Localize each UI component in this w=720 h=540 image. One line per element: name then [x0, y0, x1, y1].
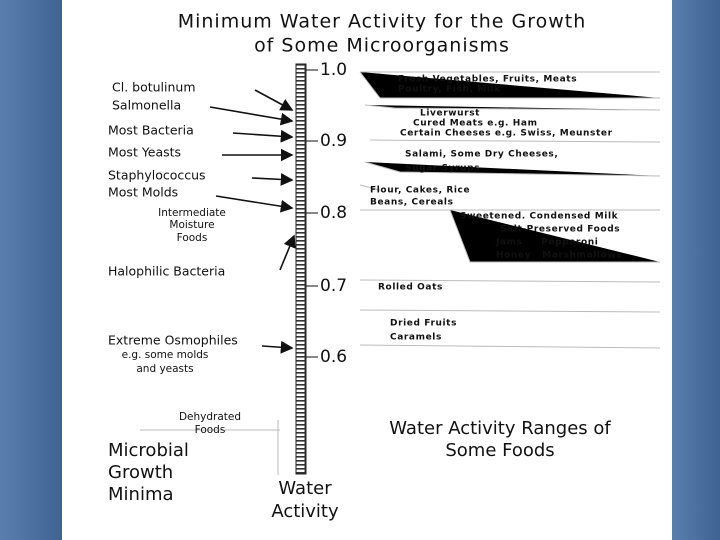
content-area	[62, 0, 672, 540]
background-right	[672, 0, 720, 540]
arrow	[209, 106, 294, 126]
arrow	[279, 234, 296, 271]
food-label: Caramels	[390, 333, 442, 343]
caption: Some Foods	[445, 440, 554, 461]
organism-label: Foods	[177, 232, 208, 244]
scale-ticks	[306, 69, 318, 358]
range-line	[359, 71, 661, 349]
organism-label: Foods	[195, 424, 226, 436]
food-label: Dried Fruits	[390, 319, 457, 329]
background-left	[0, 0, 62, 540]
organism-label: Intermediate	[158, 207, 226, 219]
organism-label: Most Yeasts	[108, 145, 181, 160]
food-label: Salt-Preserved Foods	[500, 225, 620, 235]
organism-label: Most Molds	[108, 185, 178, 200]
food-label: Poultry, Fish, Milk	[398, 85, 501, 95]
axis-title: Water	[278, 478, 332, 499]
organism-label: and yeasts	[136, 363, 193, 375]
title: Minimum Water Activity for the Growth	[178, 11, 587, 33]
caption: Minima	[108, 484, 174, 505]
food-label: Sweetened. Condensed Milk	[460, 212, 619, 222]
caption: Growth	[108, 462, 173, 483]
organism-label: Cl. botulinum	[112, 80, 196, 95]
title: of Some Microorganisms	[254, 35, 510, 57]
food-label: Flour, Cakes, Rice	[370, 186, 470, 196]
organism-label: Halophilic Bacteria	[108, 264, 225, 279]
organism-label: Dehydrated	[179, 411, 241, 423]
food-label: Rolled Oats	[378, 283, 443, 293]
scale-label: 0.8	[320, 203, 347, 223]
organism-label: Staphylococcus	[108, 168, 206, 183]
food-label: Certain Cheeses e.g. Swiss, Meunster	[400, 129, 613, 139]
arrow	[251, 173, 294, 186]
organism-label: Most Bacteria	[108, 123, 194, 138]
food-label: Salami, Some Dry Cheeses,	[405, 150, 558, 160]
arrow	[254, 89, 294, 111]
arrow	[215, 195, 294, 213]
organism-label: Salmonella	[112, 98, 181, 113]
organism-label: Moisture	[169, 219, 214, 231]
food-label: Beans, Cereals	[370, 198, 454, 208]
arrow	[232, 129, 294, 143]
food-label: Honey Marshmallows	[496, 251, 622, 261]
range-lines	[140, 71, 661, 475]
arrow	[261, 340, 294, 354]
scale-label: 0.9	[320, 131, 347, 151]
food-label: Fresh Vegetables, Fruits, Meats	[398, 75, 577, 85]
food-label: Jams Pepperoni	[495, 238, 598, 248]
caption: Microbial	[108, 440, 189, 461]
scale-label: 0.7	[320, 276, 347, 296]
organism-label: e.g. some molds	[122, 349, 209, 361]
scale-label: 0.6	[320, 347, 347, 367]
organism-label: Extreme Osmophiles	[108, 333, 238, 348]
caption: Water Activity Ranges of	[389, 418, 611, 439]
axis-title: Activity	[271, 501, 339, 522]
food-label: Sugar Syrups	[405, 164, 480, 174]
water-activity-bar	[295, 63, 307, 475]
food-label: Liverwurst	[420, 109, 480, 119]
food-label: Cured Meats e.g. Ham	[413, 119, 538, 129]
scale-label: 1.0	[320, 60, 347, 80]
